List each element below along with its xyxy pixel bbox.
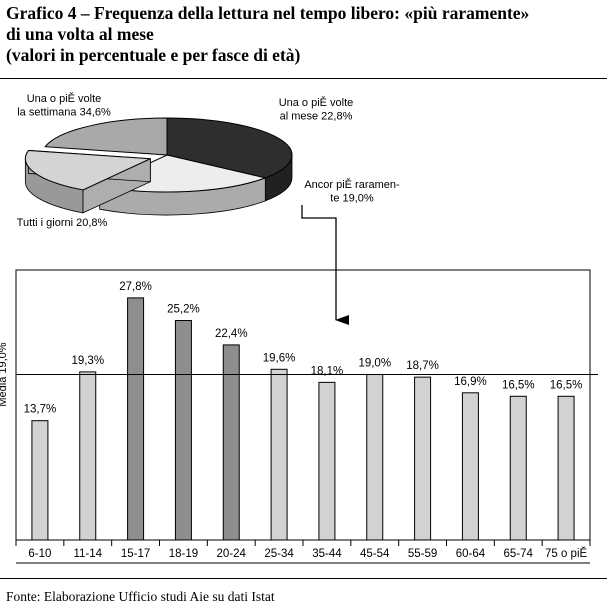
pie-label-4-line-1: Tutti i giorni 20,8% <box>17 217 108 229</box>
bar-value-label-20-24: 22,4% <box>215 328 248 340</box>
bar-value-label-65-74: 16,5% <box>502 379 535 391</box>
bar-75 o piĚ <box>557 395 575 541</box>
pie-label-3-line-1: Ancor piĚ raramen- <box>304 178 400 191</box>
x-tick-label-15-17: 15-17 <box>121 548 150 560</box>
chart-area: Una o piĚ volte la settimana 34,6%Una o p… <box>0 92 598 564</box>
bar-value-label-55-59: 18,7% <box>406 360 439 372</box>
pie-label-3: Ancor piĚ raramen-te 19,0% <box>304 178 400 205</box>
bar-value-label-60-64: 16,9% <box>454 376 487 388</box>
pie-slice-1-top <box>166 117 293 179</box>
bar-value-label-25-34: 19,6% <box>263 352 296 364</box>
bar-60-64 <box>461 392 479 541</box>
bar-value-label-6-10: 13,7% <box>24 404 57 416</box>
plot-frame <box>15 269 591 541</box>
pointer-arrow <box>301 205 349 325</box>
chart-title: Grafico 4 – Frequenza della lettura nel … <box>6 3 601 66</box>
pie-labels: Una o piĚ volte la settimana 34,6%Una o p… <box>17 92 400 229</box>
pie-label-1: Una o piĚ volte la settimana 34,6% <box>17 92 111 119</box>
pie-slice-4 <box>44 117 168 156</box>
chart-title-line-2: di una volta al mese <box>6 24 154 44</box>
x-tick-label-35-44: 35-44 <box>312 548 342 560</box>
x-tick-label-75 o piĚ: 75 o piĚ <box>545 547 588 560</box>
bar-value-label-15-17: 27,8% <box>119 281 152 293</box>
bar-6-10 <box>31 420 49 541</box>
pie-chart <box>24 117 293 216</box>
pie-label-3-line-2: te 19,0% <box>330 193 374 205</box>
pie-label-2-line-2: al mese 22,8% <box>280 111 353 123</box>
mean-reference-label: Media 19,0% <box>0 342 9 406</box>
x-tick-label-20-24: 20-24 <box>217 548 247 560</box>
chart-title-line-1: Grafico 4 – Frequenza della lettura nel … <box>6 3 530 23</box>
x-tick-label-25-34: 25-34 <box>264 548 294 560</box>
bar-35-44 <box>318 381 336 541</box>
x-tick-label-65-74: 65-74 <box>504 548 534 560</box>
bar-20-24 <box>222 344 240 541</box>
bar-value-label-11-14: 19,3% <box>71 355 104 367</box>
bar-25-34 <box>270 368 288 541</box>
source-note: Fonte: Elaborazione Ufficio studi Aie su… <box>6 589 275 604</box>
x-tick-label-6-10: 6-10 <box>28 548 51 560</box>
bar-value-label-45-54: 19,0% <box>358 358 391 370</box>
pie-label-2: Una o piĚ volte al mese 22,8% <box>279 96 354 123</box>
x-tick-label-55-59: 55-59 <box>408 548 437 560</box>
bar-value-label-18-19: 25,2% <box>167 304 200 316</box>
bar-value-label-75 o piĚ: 16,5% <box>550 379 583 391</box>
pie-label-1-line-1: Una o piĚ volte <box>27 92 102 105</box>
x-tick-label-18-19: 18-19 <box>169 548 198 560</box>
pie-label-2-line-1: Una o piĚ volte <box>279 96 354 109</box>
x-tick-label-60-64: 60-64 <box>456 548 486 560</box>
pie-slice-1 <box>166 117 293 202</box>
pie-slice-3 <box>24 149 151 214</box>
pie-label-4: Tutti i giorni 20,8% <box>17 217 108 229</box>
bar-chart: 13,7% 6-10 19,3% 11-14 27,8% 15-17 25,2% 18-19 2… <box>0 269 598 564</box>
pie-label-1-line-2: la settimana 34,6% <box>17 107 111 119</box>
chart-title-line-3: (valori in percentuale e per fasce di et… <box>6 45 301 65</box>
bar-value-label-35-44: 18,1% <box>311 365 344 377</box>
bar-55-59 <box>414 376 432 541</box>
bar-15-17 <box>127 297 145 541</box>
bottom-rule <box>0 578 607 579</box>
bar-11-14 <box>79 371 97 541</box>
bar-18-19 <box>174 320 192 541</box>
bar-65-74 <box>509 395 527 541</box>
bar-45-54 <box>366 374 384 541</box>
x-tick-label-11-14: 11-14 <box>73 548 102 560</box>
pie-slice-4-top <box>44 117 168 156</box>
top-rule <box>0 78 607 79</box>
pie-slice-3-top <box>24 149 151 191</box>
x-tick-label-45-54: 45-54 <box>360 548 390 560</box>
